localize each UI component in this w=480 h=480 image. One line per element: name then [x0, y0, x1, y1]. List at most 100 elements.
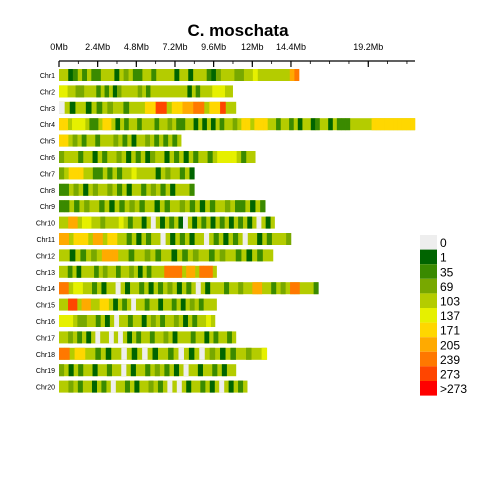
density-cell: [121, 347, 127, 360]
density-cell: [210, 216, 216, 229]
x-tick-label: 12Mb: [241, 42, 264, 52]
density-cell: [68, 364, 74, 377]
density-cell: [187, 85, 192, 98]
density-cell: [189, 298, 195, 311]
density-cell: [77, 331, 83, 344]
density-cell: [110, 380, 116, 393]
density-cell: [260, 200, 266, 213]
density-cell: [176, 380, 182, 393]
density-cell: [261, 347, 268, 360]
density-cell: [165, 167, 171, 180]
density-cell: [257, 249, 263, 262]
density-cell: [380, 118, 385, 131]
chromosome-bar: [59, 151, 256, 163]
density-cell: [72, 216, 78, 229]
density-cell: [188, 69, 194, 81]
density-cell: [176, 282, 182, 295]
chromosome-row: Chr1: [40, 69, 300, 81]
density-cell: [245, 118, 251, 131]
legend-label: 205: [440, 338, 460, 352]
density-cell: [170, 233, 176, 245]
density-cell: [310, 118, 316, 131]
density-cell: [163, 331, 169, 344]
density-cell: [59, 347, 65, 360]
legend-swatch: [420, 366, 437, 381]
density-cell: [68, 69, 74, 81]
density-cell: [154, 200, 160, 213]
density-cell: [63, 282, 69, 295]
chromosome-row: Chr8: [40, 183, 195, 196]
density-cell: [78, 151, 84, 163]
density-cell: [190, 265, 196, 278]
density-cell: [77, 380, 83, 393]
density-cell: [221, 151, 228, 163]
density-cell: [116, 183, 123, 196]
density-cell: [199, 200, 206, 213]
density-cell: [328, 118, 333, 131]
density-cell: [219, 216, 225, 229]
density-cell: [68, 298, 73, 311]
density-cell: [74, 347, 81, 360]
density-cell: [290, 282, 296, 295]
density-cell: [122, 134, 128, 147]
density-cell: [235, 200, 241, 213]
density-cell: [179, 200, 186, 213]
density-cell: [157, 380, 163, 393]
density-cell: [193, 118, 199, 131]
density-cell: [116, 265, 121, 278]
density-cell: [174, 151, 180, 163]
density-cell: [223, 233, 229, 245]
density-cell: [136, 233, 142, 245]
density-cell: [217, 151, 223, 163]
density-cell: [97, 167, 103, 180]
density-cell: [247, 216, 253, 229]
density-cell: [108, 331, 114, 344]
density-cell: [78, 167, 84, 180]
density-cell: [137, 69, 143, 81]
density-cell: [107, 167, 113, 180]
chromosome-row: Chr9: [40, 200, 266, 213]
density-cell: [164, 364, 170, 377]
density-cell: [106, 118, 112, 131]
density-cell: [246, 249, 253, 262]
chromosome-row: Chr18: [36, 347, 268, 360]
density-cell: [131, 298, 136, 311]
density-cell: [142, 347, 148, 360]
density-cell: [139, 200, 145, 213]
density-cell: [93, 118, 99, 131]
legend-swatch: [420, 322, 437, 338]
density-cell: [145, 151, 151, 163]
chromosome-label: Chr20: [36, 385, 55, 392]
density-cell: [73, 183, 79, 196]
density-cell: [104, 315, 110, 327]
density-cell: [167, 118, 173, 131]
density-cell: [160, 183, 166, 196]
density-cell: [211, 69, 217, 81]
density-cell: [59, 233, 65, 245]
density-cell: [192, 249, 199, 262]
density-cell: [183, 364, 189, 377]
legend-label: 103: [440, 295, 460, 309]
density-cell: [104, 85, 110, 98]
density-cell: [91, 69, 97, 81]
legend-label: 137: [440, 309, 460, 323]
legend-label: 239: [440, 353, 460, 367]
density-cell: [131, 134, 137, 147]
density-cell: [91, 380, 97, 393]
density-cell: [100, 216, 106, 229]
density-cell: [82, 69, 87, 81]
density-cell: [388, 118, 394, 131]
density-cell: [81, 298, 87, 311]
chromosome-row: Chr3: [40, 101, 237, 114]
density-cell: [141, 183, 147, 196]
density-cell: [263, 118, 268, 131]
density-cell: [286, 233, 292, 245]
density-cell: [158, 298, 164, 311]
density-cell: [115, 118, 121, 131]
density-cell: [410, 118, 416, 131]
density-cell: [154, 118, 160, 131]
x-tick-label: 4.8Mb: [124, 42, 149, 52]
density-cell: [84, 200, 90, 213]
density-cell: [189, 183, 195, 196]
density-cell: [76, 118, 82, 131]
